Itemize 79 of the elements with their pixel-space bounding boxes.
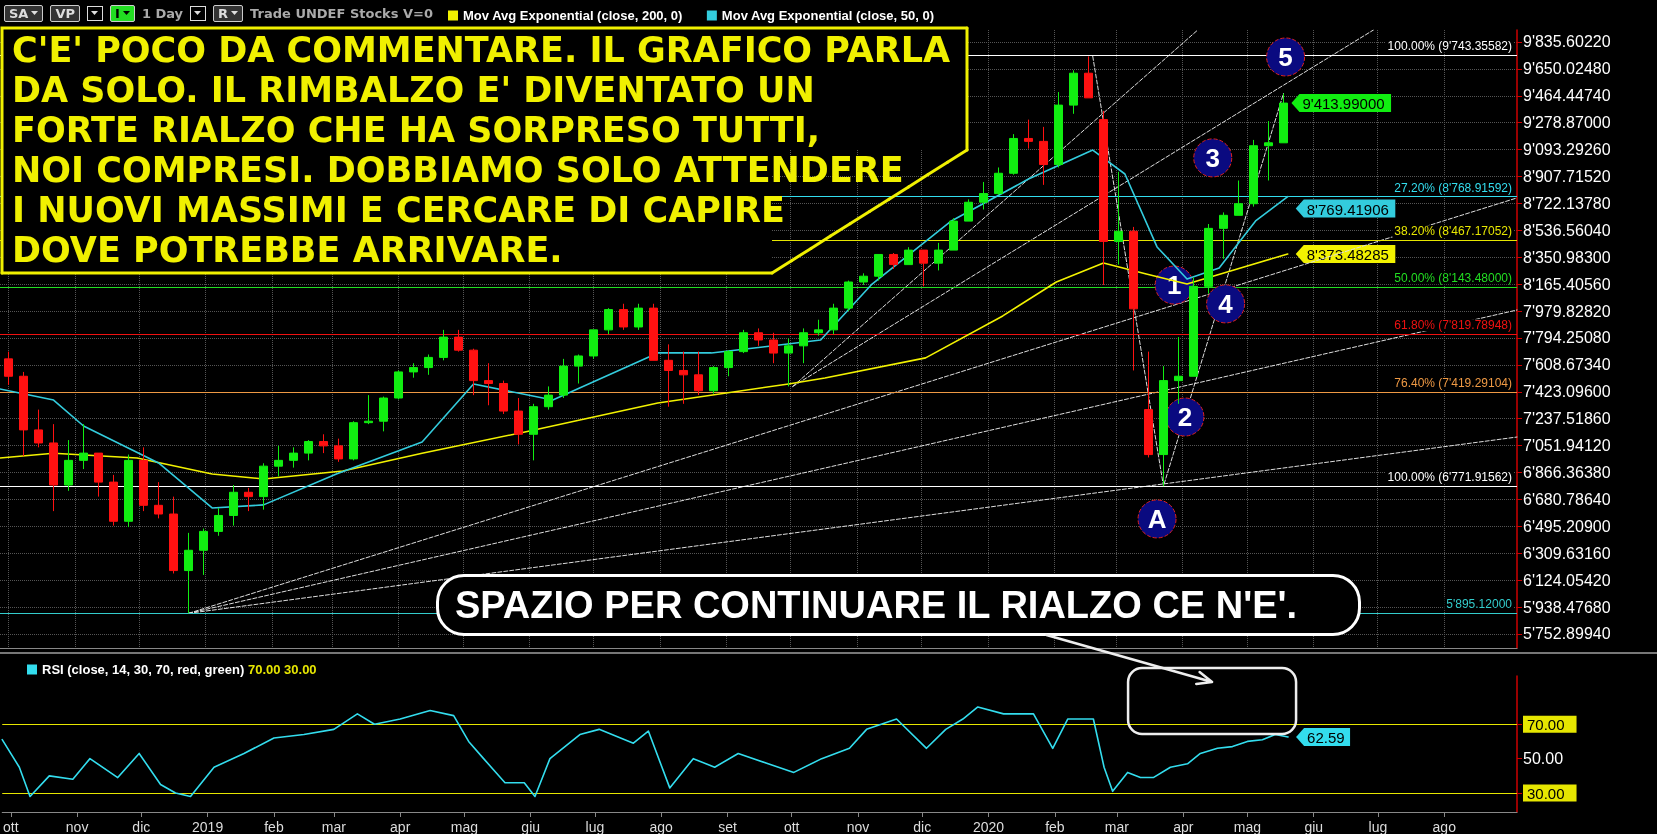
y-tick-label: 9'650.02480 [1523,60,1611,78]
y-tick-label: 8'165.40560 [1523,275,1611,293]
y-tick-label: 7'794.25080 [1523,329,1611,347]
x-tick-label: lug [585,819,605,834]
data-label: 8'373.48285 [1306,245,1389,263]
y-tick-label: 30.00 [1527,784,1565,802]
y-tick-label: 5'752.89940 [1523,625,1611,643]
y-tick-label: 8'722.13780 [1523,194,1611,212]
y-tick-label: 7'051.94120 [1523,437,1611,455]
y-tick-label: 9'093.29260 [1523,141,1611,159]
y-tick-label: 7'423.09600 [1523,383,1611,401]
annotation: 2 [1177,402,1193,433]
x-tick-label: mag [450,819,478,834]
y-tick-label: 70.00 [1527,715,1565,733]
x-tick-label: mar [1104,819,1130,834]
x-tick-label: giu [1304,819,1324,834]
x-tick-label: giu [521,819,541,834]
ref-line-label: 50.00% (8'143.48000) [1394,271,1512,286]
x-tick-label: lug [1368,819,1388,834]
ref-line-label: 61.80% (7'819.78948) [1394,318,1512,333]
y-tick-label: 7'608.67340 [1523,356,1611,374]
y-tick-label: 9'835.60220 [1523,33,1611,51]
x-tick-label: ago [1432,819,1457,834]
y-tick-label: 6'495.20900 [1523,517,1611,535]
text: R [213,4,244,22]
y-tick-label: 50.00 [1523,750,1564,768]
x-tick-label: mag [1233,819,1262,834]
data-label: 62.59 [1307,728,1345,746]
data-label: 8'769.41906 [1306,200,1389,218]
x-tick-label: dic [132,819,151,834]
x-tick-label: ott [2,819,19,834]
ref-line-label: 30.00 [284,662,317,677]
ref-line-label: 27.20% (8'768.91592) [1394,180,1512,195]
chart-title: 1 Day [141,5,184,21]
legend-label: Mov Avg Exponential (close, 200, 0) [463,8,683,23]
annotation: SPAZIO PER CONTINUARE IL RIALZO CE N'E'. [436,574,1361,636]
x-tick-label: ago [649,819,674,834]
legend-label: Mov Avg Exponential (close, 50, 0) [721,8,935,23]
ref-line-label: 5'895.12000 [1446,597,1513,612]
ref-line-label: 100.00% (6'771.91562) [1387,470,1512,485]
y-tick-label: 7'979.82820 [1523,302,1611,320]
legend-label: RSI (close, 14, 30, 70, red, green) [42,662,248,677]
x-tick-label: feb [1045,819,1065,834]
y-tick-label: 5'938.47680 [1523,598,1611,616]
chart-subtitle: Trade UNDEF Stocks V=0 [250,5,434,21]
annotation: 3 [1205,142,1220,173]
y-tick-label: 9'464.44740 [1523,87,1611,105]
ref-line-label: 70.00 [247,662,281,677]
y-tick-label: 6'866.36380 [1523,463,1611,481]
annotation: A [1147,503,1167,534]
x-tick-label: dic [913,819,932,834]
y-tick-label: 8'536.56040 [1523,221,1611,239]
annotation: C'E' POCO DA COMMENTARE. IL GRAFICO PARLA DA SOLO. IL RIMBALZO E' DIVENTATO UN FORTE RIALZO CHE HA SORPRESO TUTTI, NOI COMPRESI. DOBBIAMO SOLO ATTENDERE I NUOVI MASSIMI E CERCARE DI CAPIRE DOVE POTREBBE ARRIVARE. [12,30,951,270]
ref-line-label: 100.00% (9'743.35582) [1387,39,1512,54]
text: I [110,4,135,22]
text: 9'413.99000 [1302,95,1385,113]
x-tick-label: feb [264,819,284,834]
x-tick-label: nov [846,819,870,834]
text: SA [4,4,44,22]
ref-line-label: 38.20% (8'467.17052) [1394,224,1512,239]
x-tick-label: apr [390,819,411,834]
y-tick-label: 8'350.98300 [1523,248,1611,266]
x-tick-label: nov [65,819,89,834]
y-tick-label: 7'237.51860 [1523,410,1611,428]
text: VP [50,4,81,22]
x-tick-label: set [718,819,737,834]
x-tick-label: apr [1173,819,1194,834]
x-tick-label: ott [783,819,800,834]
y-tick-label: 6'124.05420 [1523,571,1611,589]
x-tick-label: 2020 [972,819,1005,834]
y-tick-label: 8'907.71520 [1523,167,1611,185]
annotation: 5 [1278,41,1293,72]
ref-line-label: 76.40% (7'419.29104) [1394,376,1512,391]
y-tick-label: 9'278.87000 [1523,114,1611,132]
y-tick-label: 6'680.78640 [1523,490,1611,508]
annotation: 4 [1218,288,1234,319]
x-tick-label: mar [321,819,347,834]
y-tick-label: 6'309.63160 [1523,544,1611,562]
x-tick-label: 2019 [192,819,224,834]
